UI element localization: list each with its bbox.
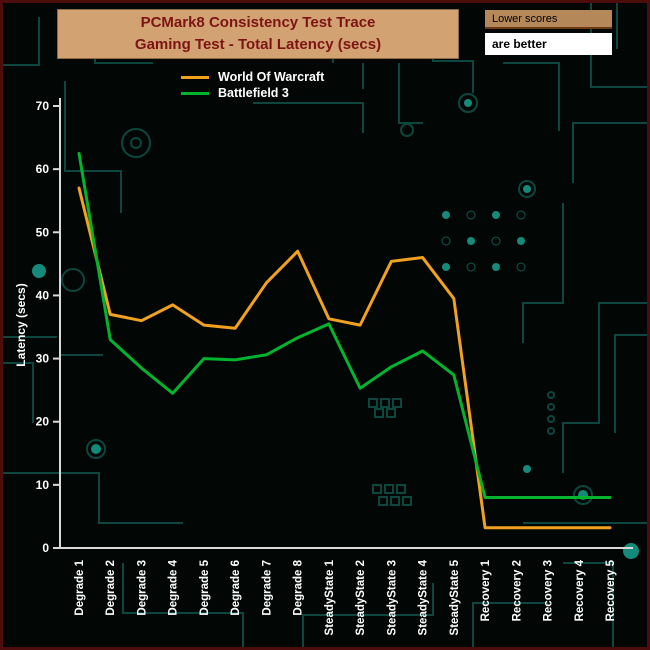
- chart-title-line2: Gaming Test - Total Latency (secs): [134, 36, 382, 53]
- y-tick-label: 0: [42, 541, 49, 555]
- y-tick-label: 50: [36, 225, 50, 239]
- line-chart-plot: 0 10 20 30 40 50 60 70 Degrade 1 Degrade 2 Degrade…: [36, 98, 633, 635]
- y-tick-label: 20: [36, 415, 50, 429]
- y-tick-label: 60: [36, 162, 50, 176]
- series-world-of-warcraft: [77, 186, 612, 530]
- y-tick-label: 40: [36, 288, 50, 302]
- world-of-warcraft-line-swatch: [181, 75, 209, 79]
- note-lower-scores: Lower scores: [485, 10, 612, 29]
- x-category-label: Recovery 5: [605, 559, 617, 621]
- x-category-label: Degrade 5: [199, 559, 211, 615]
- x-category-label: Degrade 8: [293, 559, 305, 615]
- legend-label-world-of-warcraft: World Of Warcraft: [218, 70, 325, 84]
- x-category-label: SteadyState 2: [355, 560, 367, 635]
- x-category-label: Degrade 2: [105, 560, 117, 616]
- x-category-label: SteadyState 5: [449, 559, 461, 635]
- legend-item-world-of-warcraft: World Of Warcraft: [181, 69, 324, 85]
- battlefield-3-line-swatch: [181, 91, 209, 95]
- chart-title-line1: PCMark8 Consistency Test Trace: [140, 14, 376, 32]
- x-category-label: Degrade 4: [168, 559, 180, 615]
- y-tick-label: 70: [36, 99, 50, 113]
- x-category-label: Recovery 2: [511, 560, 523, 621]
- circuit-board-background: [3, 3, 647, 647]
- series-battlefield-3: [77, 151, 612, 499]
- x-category-label: Recovery 4: [574, 559, 586, 621]
- legend-item-battlefield-3: Battlefield 3: [181, 85, 324, 101]
- chart-title-box: PCMark8 Consistency Test Trace Gaming Te…: [57, 9, 459, 59]
- x-category-label: SteadyState 1: [324, 559, 336, 635]
- y-axis-title: Latency (secs): [14, 283, 28, 367]
- x-category-label: SteadyState 4: [418, 559, 430, 635]
- x-category-label: Degrade 3: [136, 560, 148, 616]
- legend-label-battlefield-3: Battlefield 3: [218, 86, 289, 100]
- x-category-label: Degrade 7: [261, 560, 273, 616]
- note-are-better: are better: [485, 33, 612, 55]
- x-category-label: SteadyState 3: [386, 560, 398, 635]
- chart-legend: World Of Warcraft Battlefield 3: [181, 69, 324, 101]
- x-category-label: Degrade 1: [74, 559, 86, 615]
- x-category-label: Degrade 6: [230, 560, 242, 616]
- y-tick-label: 30: [36, 352, 50, 366]
- y-tick-label: 10: [36, 478, 50, 492]
- x-category-label: Recovery 3: [543, 560, 555, 621]
- x-category-label: Recovery 1: [480, 559, 492, 621]
